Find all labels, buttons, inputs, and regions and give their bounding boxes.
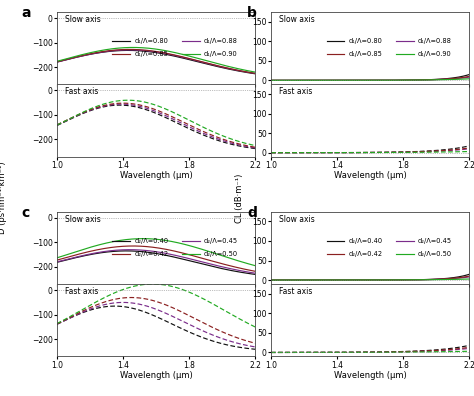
Text: d₁/Λ=0.88: d₁/Λ=0.88 [418, 38, 452, 44]
Text: d₁/Λ=0.90: d₁/Λ=0.90 [418, 51, 451, 57]
Text: d₂/Λ=0.45: d₂/Λ=0.45 [204, 238, 238, 244]
Text: d₁/Λ=0.85: d₁/Λ=0.85 [348, 51, 382, 57]
Text: Fast axis: Fast axis [65, 87, 98, 96]
Text: D (ps·nm⁻¹·km⁻¹): D (ps·nm⁻¹·km⁻¹) [0, 162, 7, 234]
Text: CL (dB·m⁻¹): CL (dB·m⁻¹) [235, 173, 244, 223]
Text: c: c [21, 206, 29, 220]
X-axis label: Wavelength (μm): Wavelength (μm) [119, 171, 192, 180]
X-axis label: Wavelength (μm): Wavelength (μm) [334, 371, 407, 380]
Text: d₁/Λ=0.80: d₁/Λ=0.80 [134, 38, 168, 44]
Text: Slow axis: Slow axis [65, 15, 100, 24]
Text: a: a [21, 6, 31, 20]
Text: d₁/Λ=0.85: d₁/Λ=0.85 [134, 51, 168, 57]
Text: b: b [247, 6, 257, 20]
Text: d₂/Λ=0.42: d₂/Λ=0.42 [134, 251, 168, 257]
Text: d: d [247, 206, 257, 220]
Text: Slow axis: Slow axis [65, 215, 100, 223]
Text: d₂/Λ=0.50: d₂/Λ=0.50 [418, 251, 452, 257]
Text: Fast axis: Fast axis [279, 87, 312, 96]
X-axis label: Wavelength (μm): Wavelength (μm) [119, 371, 192, 380]
Text: d₂/Λ=0.40: d₂/Λ=0.40 [134, 238, 168, 244]
Text: Slow axis: Slow axis [279, 15, 315, 24]
Text: d₁/Λ=0.90: d₁/Λ=0.90 [204, 51, 237, 57]
X-axis label: Wavelength (μm): Wavelength (μm) [334, 171, 407, 180]
Text: d₁/Λ=0.80: d₁/Λ=0.80 [348, 38, 382, 44]
Text: Slow axis: Slow axis [279, 215, 315, 223]
Text: d₁/Λ=0.88: d₁/Λ=0.88 [204, 38, 237, 44]
Text: d₂/Λ=0.50: d₂/Λ=0.50 [204, 251, 238, 257]
Text: Fast axis: Fast axis [279, 287, 312, 296]
Text: d₂/Λ=0.42: d₂/Λ=0.42 [348, 251, 383, 257]
Text: Fast axis: Fast axis [65, 287, 98, 296]
Text: d₂/Λ=0.40: d₂/Λ=0.40 [348, 238, 383, 244]
Text: d₂/Λ=0.45: d₂/Λ=0.45 [418, 238, 452, 244]
